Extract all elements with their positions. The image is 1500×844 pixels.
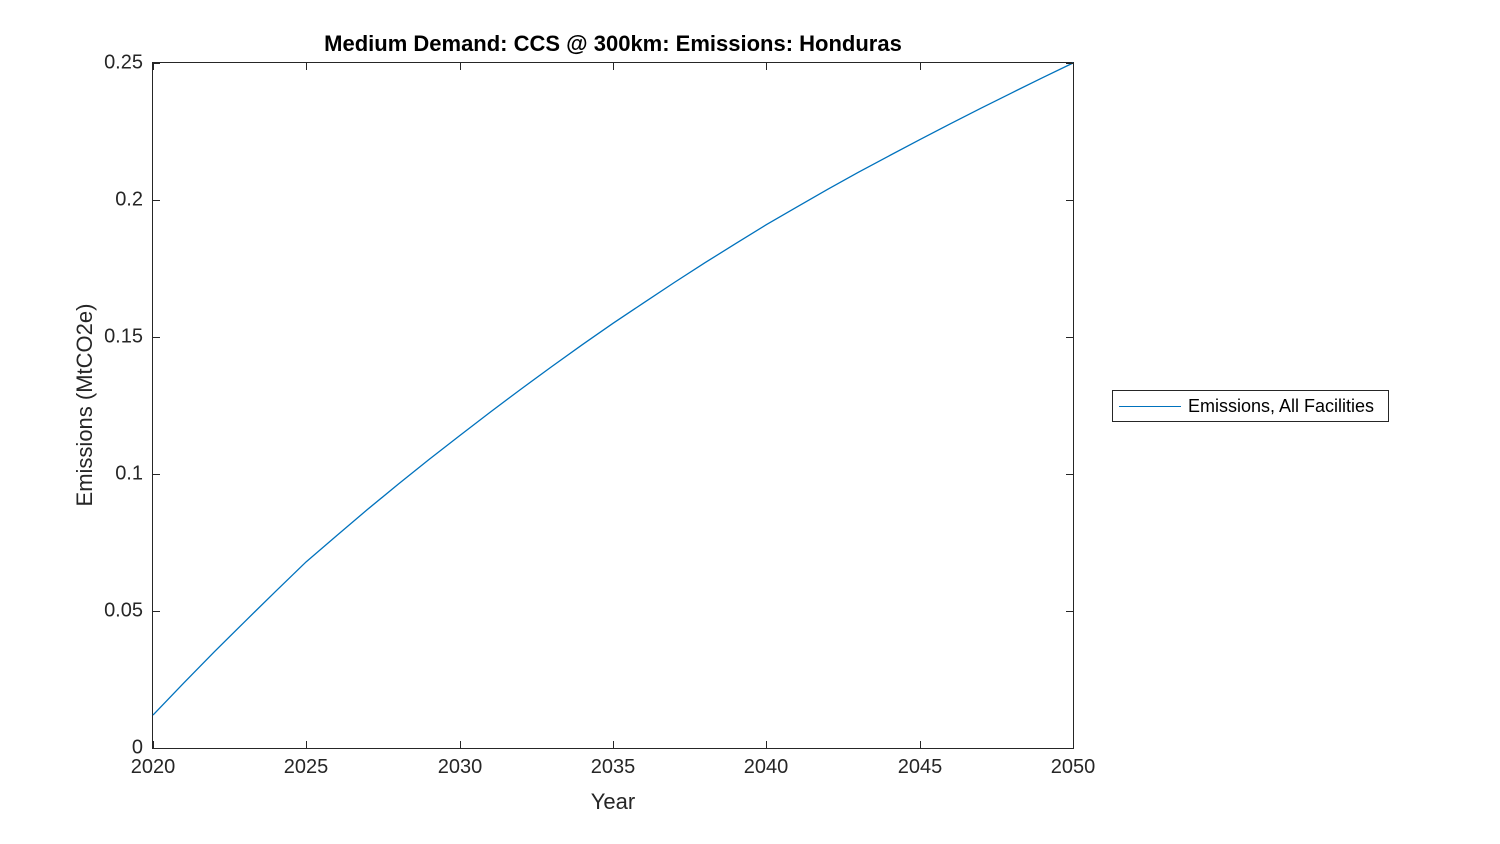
x-tick-mirror <box>920 63 921 70</box>
x-tick-label: 2050 <box>1050 756 1096 778</box>
y-tick-label: 0 <box>131 736 143 759</box>
x-tick-label: 2025 <box>283 756 329 778</box>
x-axis-label: Year <box>590 789 636 814</box>
x-tick-mirror <box>1073 63 1074 70</box>
y-tick-mirror <box>1066 337 1073 338</box>
y-tick <box>153 748 160 749</box>
x-tick-mirror <box>306 63 307 70</box>
x-tick <box>306 741 307 748</box>
x-tick-label: 2020 <box>130 756 176 778</box>
x-tick-label: 2030 <box>437 756 483 778</box>
y-tick-label: 0.25 <box>104 51 143 74</box>
x-tick <box>613 741 614 748</box>
legend-label: Emissions, All Facilities <box>1188 395 1375 416</box>
y-tick <box>153 611 160 612</box>
x-tick-mirror <box>460 63 461 70</box>
plot-area <box>152 62 1074 749</box>
y-tick-mirror <box>1066 63 1073 64</box>
x-tick-label: 2040 <box>743 756 789 778</box>
y-tick <box>153 63 160 64</box>
y-tick-label: 0.2 <box>115 188 143 211</box>
x-tick-mirror <box>766 63 767 70</box>
x-tick-label: 2035 <box>590 756 636 778</box>
x-tick-labels: 2020 2025 2030 2035 2040 2045 2050 <box>131 756 1096 782</box>
x-tick-mirror <box>613 63 614 70</box>
y-tick-label: 0.1 <box>115 462 143 485</box>
legend-line-sample-icon <box>1119 405 1181 407</box>
y-tick <box>153 200 160 201</box>
y-tick-mirror <box>1066 200 1073 201</box>
x-tick-mirror <box>153 63 154 70</box>
x-tick <box>460 741 461 748</box>
x-tick <box>153 741 154 748</box>
x-tick-label: 2045 <box>897 756 943 778</box>
y-tick-label: 0.05 <box>104 599 143 622</box>
x-tick <box>1073 741 1074 748</box>
y-tick <box>153 474 160 475</box>
y-tick-label: 0.15 <box>104 325 143 348</box>
legend: Emissions, All Facilities <box>1112 390 1389 422</box>
x-tick <box>920 741 921 748</box>
y-tick-labels: 0 0.05 0.1 0.15 0.2 0.25 <box>0 52 143 759</box>
y-tick-mirror <box>1066 611 1073 612</box>
emissions-line <box>152 62 1074 716</box>
series-plot <box>152 62 1074 716</box>
y-tick-mirror <box>1066 748 1073 749</box>
x-tick <box>766 741 767 748</box>
y-tick-mirror <box>1066 474 1073 475</box>
y-tick <box>153 337 160 338</box>
chart-title: Medium Demand: CCS @ 300km: Emissions: H… <box>324 31 902 56</box>
